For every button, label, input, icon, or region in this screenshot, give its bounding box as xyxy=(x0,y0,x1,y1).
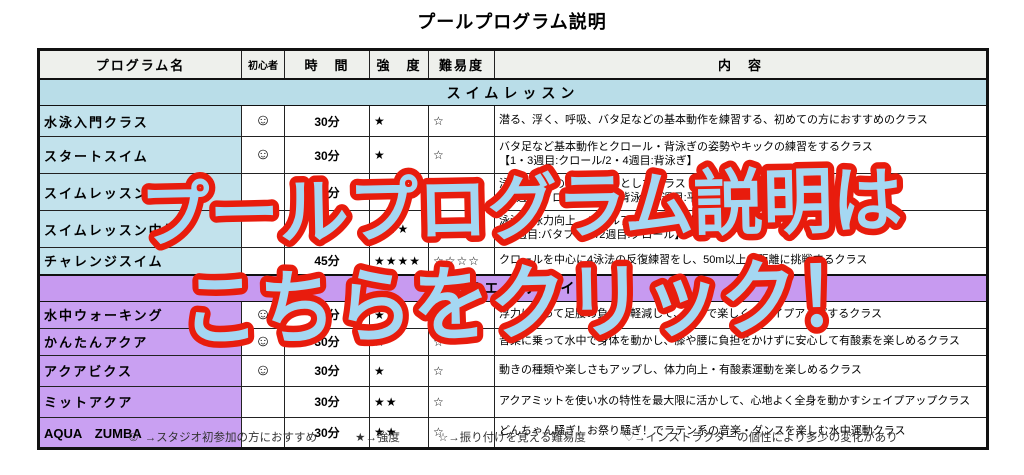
cell-difficulty: ☆ xyxy=(428,105,495,137)
cell-time: 45分 xyxy=(284,247,370,275)
cell-time: 30分 xyxy=(284,327,370,356)
cell-difficulty: ☆ xyxy=(428,136,495,174)
section-header-swim-lesson: スイムレッスン xyxy=(38,78,988,106)
section-header-aqua-exercise: アクアエクササイズ xyxy=(38,273,988,302)
cell-intensity: ★★ xyxy=(369,385,429,418)
cell-time: 30分 xyxy=(284,354,370,387)
program-table: プログラム名 初心者 時 間 強 度 難易度 内 容 スイムレッスン 水泳入門ク… xyxy=(37,48,989,450)
cell-intensity: ★★★★ xyxy=(369,247,429,275)
cell-program-name: 水泳入門クラス xyxy=(38,105,242,137)
cell-program-name: AQUA ZUMBA xyxy=(38,416,242,449)
cell-difficulty: ☆ xyxy=(428,416,495,449)
cell-time: 30分 xyxy=(284,385,370,418)
cell-intensity: ★★ xyxy=(369,173,429,211)
table-row: かんたんアクア ☺ 30分 ★ ☆ 音楽に乗って水中で身体を動かし、膝や腰に負担… xyxy=(38,327,988,356)
cell-intensity: ★★★ xyxy=(369,210,429,248)
cell-intensity: ★ xyxy=(369,300,429,329)
table-row: ミットアクア 30分 ★★ ☆ アクアミットを使い水の特性を最大限に活かして、心… xyxy=(38,385,988,418)
legend-beginner-text: →スタジオ初参加の方におすすめ xyxy=(144,432,318,444)
overlay-text-line2: こちらをクリック！ xyxy=(181,251,875,356)
cell-time: 30分 xyxy=(284,105,370,137)
col-header-program-name: プログラム名 xyxy=(38,49,242,80)
table-row: 水中ウォーキング ☺ 30分 ★ ☆ 浮力によって足腰の負担を軽減して、水中で楽… xyxy=(38,300,988,329)
col-header-difficulty: 難易度 xyxy=(428,49,495,80)
cell-program-name: かんたんアクア xyxy=(38,327,242,356)
cell-time: 30分 xyxy=(284,136,370,174)
cell-content: 動きの種類や楽しさもアップし、体力向上・有酸素運動を楽しめるクラス xyxy=(494,354,988,387)
cell-program-name: ミットアクア xyxy=(38,385,242,418)
cell-difficulty: ☆☆ xyxy=(428,173,495,211)
cell-program-name: スイムレッスン中級 xyxy=(38,210,242,248)
beginner-smiley-icon: ☺ xyxy=(241,327,285,356)
cell-content: 潜る、浮く、呼吸、バタ足などの基本動作を練習する、初めての方におすすめのクラス xyxy=(494,105,988,137)
table-row: AQUA ZUMBA 30分 ★★ ☆ どんちゃん騒ぎ！お祭り騒ぎ！でラテン系の… xyxy=(38,416,988,449)
cell-intensity: ★★ xyxy=(369,416,429,449)
cell-program-name: スイムレッスン初級 xyxy=(38,173,242,211)
cell-difficulty: ☆ xyxy=(428,385,495,418)
cell-content: クロールを中心に4泳法の反復練習をし、50m以上の距離に挑戦するクラス xyxy=(494,247,988,275)
cell-content: 音楽に乗って水中で身体を動かし、膝や腰に負担をかけずに安心して有酸素を楽しめるク… xyxy=(494,327,988,356)
cell-content: 浮力によって足腰の負担を軽減して、水中で楽しくシェイプアップするクラス xyxy=(494,300,988,329)
cell-time: 30分 xyxy=(284,300,370,329)
legend-difficulty: ☆→振り付けを覚える難易度 xyxy=(437,431,586,444)
col-header-time: 時 間 xyxy=(284,49,370,80)
table-row: アクアビクス ☺ 30分 ★ ☆ 動きの種類や楽しさもアップし、体力向上・有酸素… xyxy=(38,354,988,387)
cell-difficulty: ☆ xyxy=(428,327,495,356)
smiley-icon: ☺ xyxy=(126,428,141,444)
table-row: スタートスイム ☺ 30分 ★ ☆ バタ足など基本動作とクロール・背泳ぎの姿勢や… xyxy=(38,136,988,174)
table-row: スイムレッスン中級 40分 ★★★ ☆☆☆ 泳法の泳力向上、スキルアップを目指す… xyxy=(38,210,988,248)
legend-variation: ♡→インストラクターの個性により多少の変化があり xyxy=(623,431,898,444)
legend: ☺ →スタジオ初参加の方におすすめ ★→強度 ☆→振り付けを覚える難易度 ♡→イン… xyxy=(0,428,1024,445)
page-title: プールプログラム説明 xyxy=(417,12,607,32)
cell-time: 30分 xyxy=(284,416,370,449)
col-header-beginner: 初心者 xyxy=(241,49,285,80)
table-row: スイムレッスン初級 30分 ★★ ☆☆ 泳法の泳ぎの習得を目的としたクラス 【1… xyxy=(38,173,988,211)
beginner-smiley-icon xyxy=(241,247,285,275)
cell-program-name: アクアビクス xyxy=(38,354,242,387)
table-row: チャレンジスイム 45分 ★★★★ ☆☆☆☆ クロールを中心に4泳法の反復練習を… xyxy=(38,247,988,275)
section-title: スイムレッスン xyxy=(38,78,988,106)
cell-program-name: スタートスイム xyxy=(38,136,242,174)
overlay-text-line1: プールプログラム説明は xyxy=(139,161,903,257)
cell-content: 泳法の泳力向上、スキルアップを目指すクラス 【1週目:バタフライ/2週目:クロー… xyxy=(494,210,988,248)
col-header-intensity: 強 度 xyxy=(369,49,429,80)
section-title: アクアエクササイズ xyxy=(38,273,988,302)
cell-content: バタ足など基本動作とクロール・背泳ぎの姿勢やキックの練習をするクラス 【1・3週… xyxy=(494,136,988,174)
table-header-row: プログラム名 初心者 時 間 強 度 難易度 内 容 xyxy=(38,49,988,80)
cell-content: アクアミットを使い水の特性を最大限に活かして、心地よく全身を動かすシェイプアップ… xyxy=(494,385,988,418)
cell-difficulty: ☆ xyxy=(428,354,495,387)
cell-intensity: ★ xyxy=(369,354,429,387)
cell-intensity: ★ xyxy=(369,327,429,356)
cell-difficulty: ☆☆☆ xyxy=(428,210,495,248)
col-header-content: 内 容 xyxy=(494,49,988,80)
legend-beginner: ☺ →スタジオ初参加の方におすすめ xyxy=(126,428,317,445)
legend-intensity: ★→強度 xyxy=(355,431,400,444)
cell-content: 泳法の泳ぎの習得を目的としたクラス 【1週目:クロール/2週目:背泳ぎ/3週目:… xyxy=(494,173,988,211)
cell-content: どんちゃん騒ぎ！お祭り騒ぎ！でラテン系の音楽・ダンスを楽しむ水中運動クラス xyxy=(494,416,988,449)
